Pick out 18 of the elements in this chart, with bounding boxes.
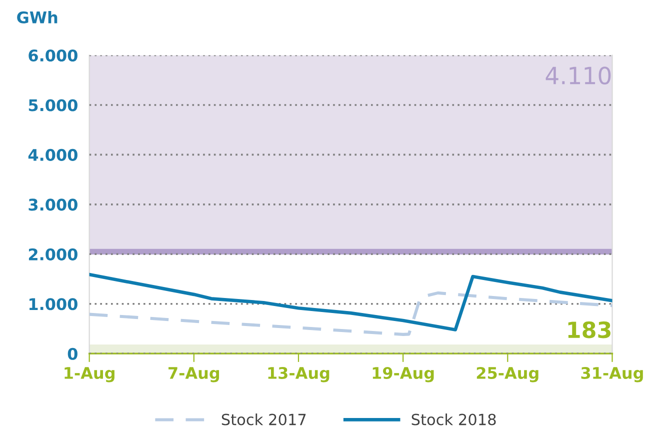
x-tick-label: 31-Aug bbox=[581, 366, 643, 382]
band-label: 183 bbox=[568, 321, 610, 338]
x-tick-label: 7-Aug bbox=[168, 367, 220, 382]
y-tick-label: 1.000 bbox=[29, 298, 78, 310]
y-axis-title: GWh bbox=[17, 11, 58, 24]
legend-label: Stock 2018 bbox=[412, 413, 496, 426]
y-tick-label: 0 bbox=[68, 348, 78, 360]
x-tick-label: 25-Aug bbox=[476, 366, 538, 382]
x-tick-label: 1-Aug bbox=[64, 367, 114, 382]
y-tick-label: 4.000 bbox=[28, 148, 78, 161]
legend-label: Stock 2017 bbox=[222, 413, 306, 426]
x-tick-label: 13-Aug bbox=[268, 366, 330, 382]
y-tick-label: 2.000 bbox=[28, 248, 78, 260]
band-label: 4.110 bbox=[546, 66, 611, 84]
x-tick-label: 19-Aug bbox=[372, 366, 434, 382]
y-tick-label: 6.000 bbox=[28, 49, 78, 62]
y-tick-label: 3.000 bbox=[28, 198, 78, 211]
y-tick-label: 5.000 bbox=[28, 99, 78, 112]
